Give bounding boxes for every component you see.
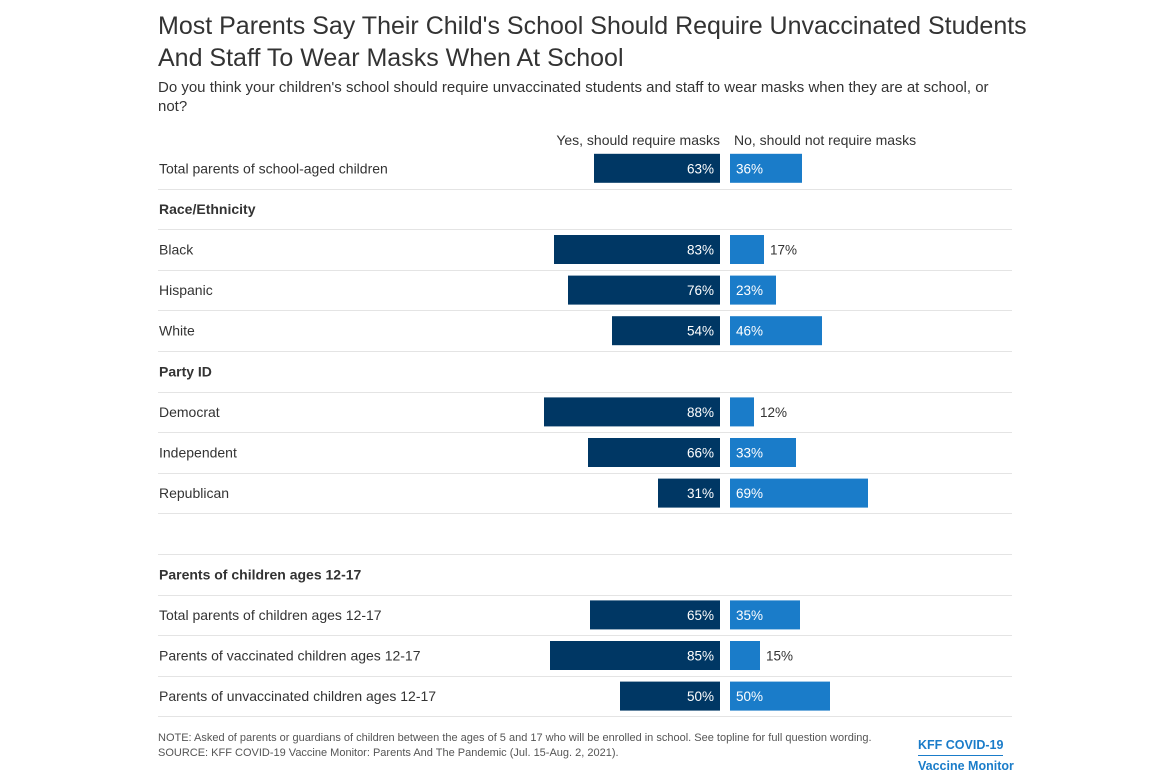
no-value-label: 33% bbox=[736, 446, 763, 461]
brand-line-2: Vaccine Monitor bbox=[918, 759, 1014, 773]
yes-bar bbox=[550, 641, 720, 670]
kff-logo: KFF COVID-19 Vaccine Monitor bbox=[918, 736, 1014, 775]
no-value-label: 15% bbox=[766, 649, 793, 664]
yes-bar bbox=[590, 600, 720, 630]
no-bar bbox=[730, 397, 754, 427]
no-bar bbox=[730, 275, 776, 305]
yes-bar bbox=[568, 275, 720, 305]
source-text: SOURCE: KFF COVID-19 Vaccine Monitor: Pa… bbox=[158, 747, 619, 759]
no-bar bbox=[730, 681, 830, 711]
row-label: Independent bbox=[159, 445, 237, 461]
yes-bar bbox=[594, 153, 720, 183]
no-bar bbox=[730, 316, 822, 346]
legend-no-header: No, should not require masks bbox=[734, 132, 917, 148]
row-label: Democrat bbox=[159, 404, 220, 420]
brand-line-1: KFF COVID-19 bbox=[918, 736, 1004, 756]
yes-value-label: 31% bbox=[687, 486, 714, 501]
yes-value-label: 85% bbox=[687, 649, 714, 664]
note-text: NOTE: Asked of parents or guardians of c… bbox=[158, 732, 872, 744]
yes-bar bbox=[544, 397, 720, 427]
yes-bar bbox=[658, 478, 720, 508]
row-label: Black bbox=[159, 242, 194, 258]
chart-footnote: NOTE: Asked of parents or guardians of c… bbox=[158, 731, 898, 761]
yes-value-label: 54% bbox=[687, 324, 714, 339]
yes-value-label: 65% bbox=[687, 608, 714, 623]
no-value-label: 69% bbox=[736, 486, 763, 501]
row-label: White bbox=[159, 323, 195, 339]
row-label: Republican bbox=[159, 485, 229, 501]
no-bar bbox=[730, 438, 796, 467]
yes-value-label: 88% bbox=[687, 405, 714, 420]
yes-value-label: 63% bbox=[687, 161, 714, 176]
row-label: Hispanic bbox=[159, 282, 213, 298]
row-label: Total parents of school-aged children bbox=[159, 160, 388, 176]
no-value-label: 23% bbox=[736, 283, 763, 298]
yes-value-label: 76% bbox=[687, 283, 714, 298]
row-label: Parents of vaccinated children ages 12-1… bbox=[159, 648, 421, 664]
group-label: Race/Ethnicity bbox=[159, 201, 256, 217]
no-value-label: 50% bbox=[736, 689, 763, 704]
no-bar bbox=[730, 600, 800, 630]
no-value-label: 36% bbox=[736, 161, 763, 176]
yes-bar bbox=[588, 438, 720, 467]
chart-subtitle: Do you think your children's school shou… bbox=[158, 79, 989, 115]
yes-bar bbox=[554, 235, 720, 264]
yes-bar bbox=[612, 316, 720, 346]
row-label: Total parents of children ages 12-17 bbox=[159, 607, 382, 623]
no-value-label: 17% bbox=[770, 243, 797, 258]
yes-bar bbox=[620, 681, 720, 711]
legend-yes-header: Yes, should require masks bbox=[556, 132, 720, 148]
row-label: Parents of unvaccinated children ages 12… bbox=[159, 688, 436, 704]
yes-value-label: 66% bbox=[687, 446, 714, 461]
group-label: Parents of children ages 12-17 bbox=[159, 566, 362, 582]
yes-value-label: 50% bbox=[687, 689, 714, 704]
no-value-label: 46% bbox=[736, 324, 763, 339]
no-bar bbox=[730, 235, 764, 264]
no-value-label: 12% bbox=[760, 405, 787, 420]
chart-title: Most Parents Say Their Child's School Sh… bbox=[158, 12, 1027, 72]
yes-value-label: 83% bbox=[687, 243, 714, 258]
no-bar bbox=[730, 153, 802, 183]
group-label: Party ID bbox=[159, 363, 212, 379]
no-bar bbox=[730, 478, 868, 508]
no-bar bbox=[730, 641, 760, 670]
no-value-label: 35% bbox=[736, 608, 763, 623]
